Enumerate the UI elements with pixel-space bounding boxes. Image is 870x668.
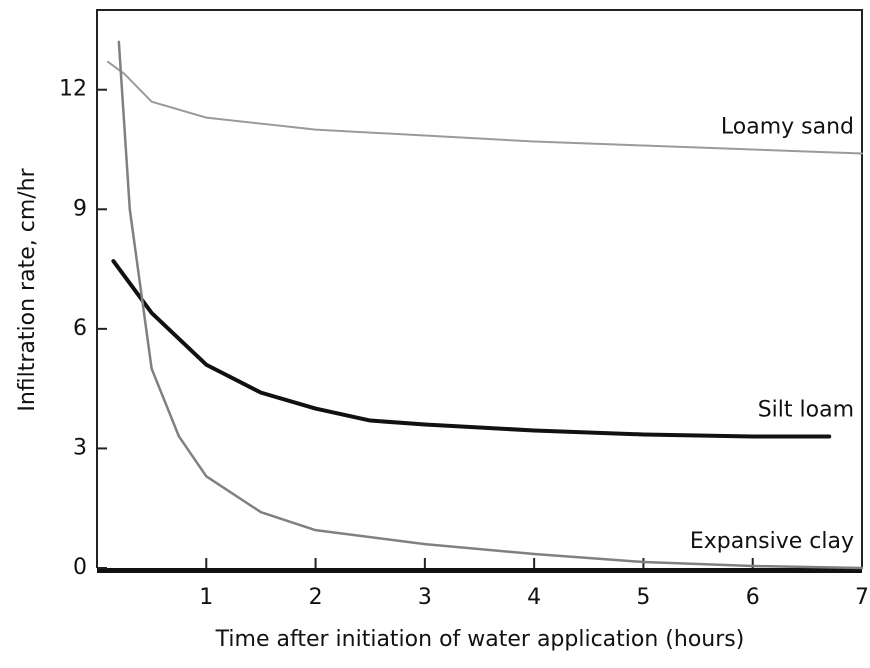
series-label: Loamy sand <box>721 114 854 139</box>
series-label: Silt loam <box>758 397 854 422</box>
series-line <box>111 259 832 439</box>
x-tick-label: 7 <box>855 585 869 610</box>
y-tick-label: 12 <box>59 77 87 102</box>
x-tick-label: 2 <box>309 585 323 610</box>
x-axis <box>97 568 862 573</box>
series-line <box>106 60 863 155</box>
x-tick-label: 1 <box>199 585 213 610</box>
x-tick-label: 4 <box>527 585 541 610</box>
y-tick-label: 0 <box>73 555 87 580</box>
y-axis-label: Infiltration rate, cm/hr <box>15 167 40 411</box>
plot-frame <box>96 9 863 568</box>
x-axis-label: Time after initiation of water applicati… <box>215 627 745 652</box>
y-tick-label: 6 <box>73 316 87 341</box>
x-tick-label: 3 <box>418 585 432 610</box>
y-tick-label: 3 <box>73 435 87 460</box>
y-tick-label: 9 <box>73 196 87 221</box>
x-tick-label: 5 <box>636 585 650 610</box>
series-line <box>117 40 864 570</box>
x-tick-label: 6 <box>746 585 760 610</box>
series-label: Expansive clay <box>690 529 854 554</box>
